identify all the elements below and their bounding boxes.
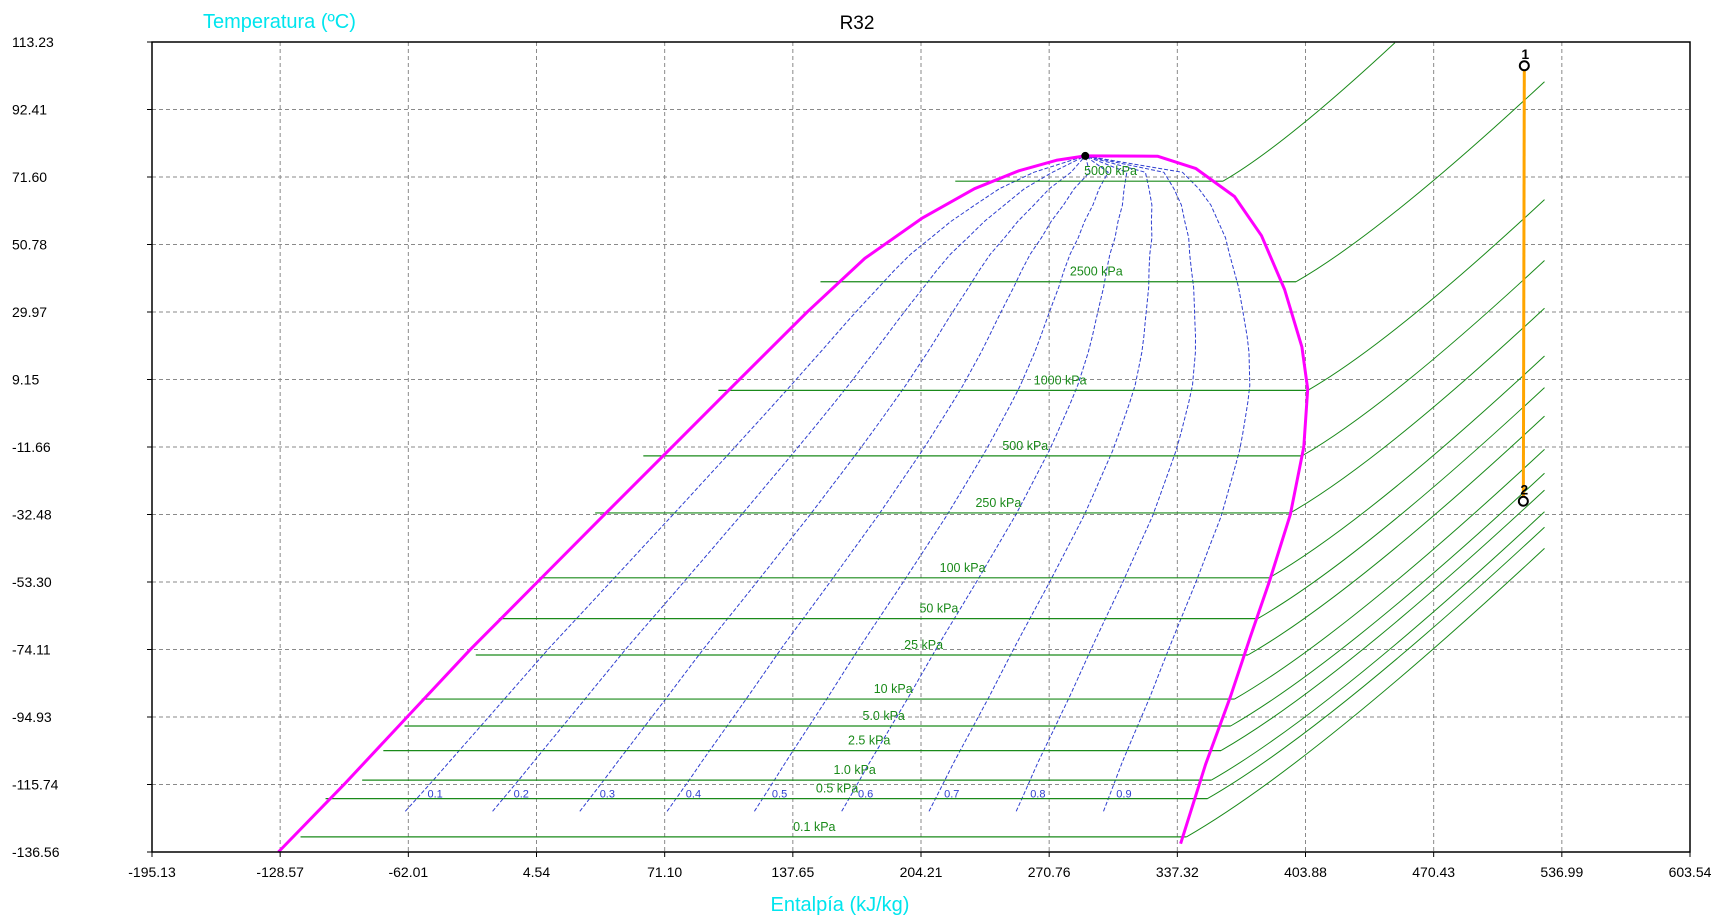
quality-label: 0.8 — [1030, 788, 1045, 800]
process-line: 12 — [1517, 46, 1530, 507]
y-tick-label: -32.48 — [12, 507, 52, 523]
y-tick-label: -94.93 — [12, 709, 52, 725]
x-tick-label: 270.76 — [1028, 864, 1071, 880]
x-tick-label: 137.65 — [771, 864, 814, 880]
isobar-superheat — [1220, 489, 1545, 752]
isobar-superheat — [1295, 81, 1545, 283]
y-tick-label: -74.11 — [12, 642, 51, 658]
quality-line — [1085, 155, 1251, 812]
isobar-label: 1000 kPa — [1034, 373, 1087, 387]
y-tick-label: 92.41 — [12, 102, 47, 118]
isobar-superheat — [1307, 199, 1545, 391]
quality-line — [579, 155, 1086, 812]
y-tick-label: 113.23 — [12, 34, 54, 50]
isobar-superheat — [1257, 387, 1545, 620]
y-tick-label: -11.66 — [12, 439, 51, 455]
quality-line — [841, 155, 1128, 812]
isobar-label: 250 kPa — [975, 496, 1021, 510]
chart-title: R32 — [840, 13, 875, 34]
isobar-superheat — [1230, 472, 1545, 727]
x-tick-label: -62.01 — [388, 864, 428, 880]
x-tick-label: 536.99 — [1540, 864, 1583, 880]
x-tick-label: -195.13 — [128, 864, 176, 880]
x-tick-label: 337.32 — [1156, 864, 1199, 880]
quality-label: 0.3 — [600, 788, 615, 800]
quality-line — [753, 155, 1109, 812]
isobar-superheat — [1301, 260, 1545, 457]
quality-lines: 0.1 0.2 0.3 0.4 0.5 0.6 0.7 0.8 0.9 — [404, 155, 1251, 812]
isobar-superheat — [1247, 415, 1545, 656]
isobar-label: 100 kPa — [940, 561, 986, 575]
quality-label: 0.5 — [772, 788, 787, 800]
isobar-label: 5.0 kPa — [863, 709, 905, 723]
x-tick-label: 204.21 — [900, 864, 943, 880]
isobar-superheat — [1222, 42, 1396, 182]
process-point-label: 2 — [1520, 481, 1528, 497]
isobar-superheat — [1268, 355, 1545, 579]
isobar-label: 0.5 kPa — [816, 782, 858, 796]
x-tick-label: 4.54 — [523, 864, 550, 880]
isobar-superheat — [1186, 548, 1545, 838]
y-tick-label: 50.78 — [12, 237, 47, 253]
isobar-label: 10 kPa — [874, 682, 913, 696]
process-point — [1517, 495, 1529, 507]
y-axis-title: Temperatura (ºC) — [203, 11, 356, 33]
quality-line — [928, 155, 1153, 812]
y-tick-label: 9.15 — [12, 372, 39, 388]
saturation-dome — [277, 151, 1310, 854]
isobar-label: 50 kPa — [919, 602, 958, 616]
isobar-superheat — [1207, 526, 1545, 800]
quality-label: 0.1 — [428, 788, 443, 800]
axis-ticks: -195.13 -128.57 -62.01 4.54 71.10 137.65 204.2… — [12, 34, 1712, 880]
x-tick-label: 470.43 — [1412, 864, 1455, 880]
isobar-superheat — [1211, 511, 1545, 781]
isobar-label: 1.0 kPa — [834, 763, 876, 777]
y-tick-label: -136.56 — [12, 844, 60, 860]
isobar-superheat — [1234, 449, 1545, 700]
x-tick-label: 403.88 — [1284, 864, 1327, 880]
isobar-superheat — [1290, 307, 1545, 514]
process-point-label: 1 — [1521, 46, 1529, 62]
y-tick-label: 71.60 — [12, 169, 47, 185]
quality-line — [492, 155, 1086, 812]
y-tick-label: 29.97 — [12, 304, 47, 320]
x-tick-label: 603.54 — [1669, 864, 1712, 880]
quality-label: 0.2 — [514, 788, 529, 800]
quality-label: 0.4 — [686, 788, 701, 800]
quality-line — [666, 155, 1091, 812]
process-point — [1518, 60, 1530, 72]
grid-lines — [152, 42, 1690, 852]
x-axis-title: Entalpía (kJ/kg) — [771, 894, 910, 916]
quality-line — [404, 155, 1086, 812]
quality-label: 0.9 — [1116, 788, 1131, 800]
quality-label: 0.6 — [858, 788, 873, 800]
critical-point — [1081, 151, 1090, 160]
isobar-label: 500 kPa — [1002, 439, 1048, 453]
quality-line — [1015, 155, 1197, 812]
quality-label: 0.7 — [944, 788, 959, 800]
x-tick-label: -128.57 — [256, 864, 304, 880]
process-segment — [1521, 65, 1526, 502]
isobar-label: 25 kPa — [904, 638, 943, 652]
x-tick-label: 71.10 — [647, 864, 682, 880]
plot-frame — [151, 41, 1691, 853]
y-tick-label: -115.74 — [12, 777, 59, 793]
isobar-label: 0.1 kPa — [793, 820, 835, 834]
y-tick-label: -53.30 — [12, 574, 52, 590]
isobar-label: 2500 kPa — [1070, 265, 1123, 279]
isobar-label: 2.5 kPa — [848, 734, 890, 748]
isobar-label: 5000 kPa — [1084, 164, 1137, 178]
